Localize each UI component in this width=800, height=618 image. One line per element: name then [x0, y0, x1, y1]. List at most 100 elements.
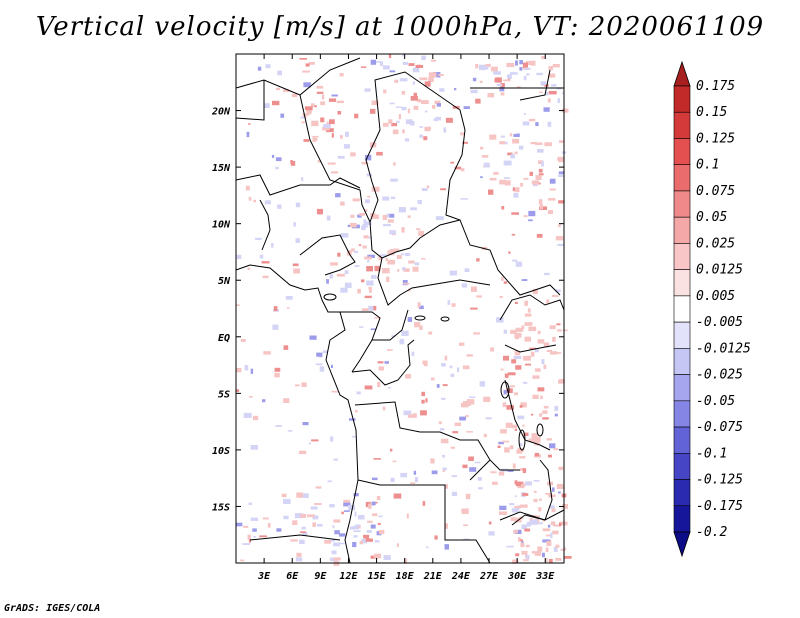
field-cell	[465, 415, 469, 418]
field-cell	[312, 522, 316, 527]
field-cell	[367, 254, 375, 258]
field-cell	[511, 508, 519, 513]
field-cell	[329, 98, 337, 102]
field-cell	[521, 279, 528, 281]
field-cell	[413, 92, 417, 98]
field-cell	[376, 496, 381, 500]
field-cell	[445, 484, 448, 489]
field-cell	[555, 557, 562, 561]
border-line	[504, 379, 551, 451]
field-cell	[544, 142, 552, 147]
field-cell	[280, 113, 285, 118]
field-cell	[321, 94, 325, 100]
field-cell	[534, 515, 540, 518]
field-cell	[329, 504, 335, 508]
border-line	[299, 234, 356, 276]
field-cell	[513, 134, 520, 137]
field-cell	[331, 94, 338, 97]
field-cell	[542, 539, 550, 543]
field-cell	[461, 509, 468, 512]
field-cell	[503, 329, 508, 334]
field-cell	[324, 540, 332, 544]
field-cell	[550, 521, 556, 526]
border-line	[351, 339, 415, 386]
lon-label: 24E	[451, 571, 471, 582]
field-cell	[461, 283, 468, 288]
field-cell	[316, 91, 324, 94]
border-line	[504, 344, 557, 353]
field-cell	[523, 177, 529, 180]
field-cell	[349, 526, 355, 530]
field-cell	[558, 379, 565, 384]
field-cell	[331, 171, 339, 174]
field-cell	[243, 525, 249, 528]
field-cell	[519, 456, 526, 459]
field-cell	[382, 122, 389, 127]
field-cell	[552, 530, 559, 535]
field-cell	[252, 415, 259, 421]
field-cell	[413, 470, 417, 475]
field-cell	[523, 113, 526, 115]
field-cell	[543, 107, 550, 112]
field-cell	[430, 59, 437, 62]
field-cell	[408, 63, 415, 66]
field-cell	[468, 396, 476, 398]
field-cell	[424, 81, 431, 87]
field-cell	[283, 498, 291, 504]
field-cell	[523, 525, 526, 528]
field-cell	[454, 422, 462, 426]
field-cell	[549, 325, 556, 330]
field-cell	[462, 464, 468, 469]
field-cell	[421, 399, 425, 404]
field-cell	[515, 187, 520, 193]
field-cell	[548, 558, 553, 563]
field-cell	[547, 524, 551, 528]
field-cell	[236, 522, 243, 527]
field-cell	[498, 441, 504, 445]
field-cell	[354, 265, 360, 267]
field-cell	[377, 522, 381, 525]
field-cell	[462, 141, 468, 144]
field-cell	[505, 141, 508, 145]
field-cell	[307, 514, 315, 518]
colorbar-bin	[673, 111, 691, 139]
field-cell	[387, 250, 395, 256]
field-cell	[518, 537, 521, 542]
latitude-tick-labels: 20N 15N 10N 5N EQ 5S 10S 15S	[211, 107, 564, 513]
field-cell	[544, 272, 550, 276]
field-cell	[513, 392, 519, 396]
field-cell	[290, 161, 296, 166]
field-cell	[343, 502, 351, 507]
field-cell	[528, 210, 536, 217]
field-cell	[515, 553, 520, 557]
field-cell	[466, 431, 473, 433]
field-cell	[371, 501, 376, 506]
field-cell	[514, 495, 517, 498]
field-cell	[366, 530, 372, 533]
field-cell	[462, 365, 470, 370]
field-cell	[507, 372, 516, 376]
field-cell	[335, 193, 341, 198]
field-cell	[407, 317, 413, 322]
field-cell	[552, 64, 560, 68]
field-cell	[503, 355, 510, 361]
field-cell	[378, 366, 385, 371]
field-cell	[281, 493, 287, 498]
field-cell	[333, 458, 338, 461]
field-cell	[326, 215, 331, 221]
field-cell	[385, 258, 388, 261]
field-cell	[401, 330, 409, 336]
field-cell	[310, 103, 315, 108]
field-cell	[525, 544, 530, 548]
field-cell	[301, 526, 306, 530]
field-cell	[316, 85, 324, 89]
field-cell	[277, 70, 282, 76]
field-cell	[299, 531, 306, 533]
field-cell	[382, 214, 387, 220]
field-cell	[523, 76, 527, 81]
field-cell	[513, 530, 518, 534]
field-cell	[460, 168, 465, 172]
field-cell	[371, 477, 378, 481]
field-cell	[354, 511, 357, 517]
field-cell	[320, 101, 326, 106]
